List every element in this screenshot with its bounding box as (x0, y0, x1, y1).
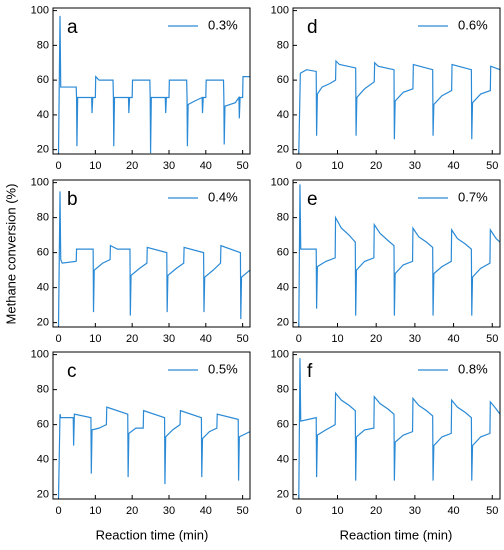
data-line (57, 406, 250, 499)
x-tick-label: 20 (126, 333, 138, 345)
x-tick-label: 0 (55, 505, 61, 517)
y-tick-label: 20 (37, 144, 49, 156)
x-tick-label: 50 (486, 505, 498, 517)
y-tick-label: 100 (271, 5, 289, 17)
y-tick-label: 80 (277, 384, 289, 396)
x-tick-label: 0 (296, 160, 302, 172)
y-tick-label: 100 (31, 5, 49, 17)
plot-frame (52, 351, 251, 500)
x-tick-label: 0 (296, 333, 302, 345)
x-tick-label: 30 (409, 160, 421, 172)
x-tick-label: 40 (447, 333, 459, 345)
data-line (298, 59, 500, 154)
data-line (298, 184, 500, 327)
legend-label: 0.5% (208, 361, 238, 376)
y-tick-label: 20 (37, 317, 49, 329)
y-tick-label: 100 (31, 177, 49, 189)
x-tick-label: 20 (126, 505, 138, 517)
x-tick-label: 20 (126, 160, 138, 172)
plot-frame (292, 179, 501, 328)
y-tick-label: 80 (37, 384, 49, 396)
panel-letter: d (307, 17, 318, 38)
x-tick-label: 20 (370, 505, 382, 517)
y-tick-label: 60 (277, 247, 289, 259)
y-tick-label: 40 (277, 454, 289, 466)
y-tick-label: 60 (277, 419, 289, 431)
x-tick-label: 30 (163, 333, 175, 345)
plot-frame (292, 7, 501, 155)
y-tick-label: 40 (37, 109, 49, 121)
x-tick-label: 30 (163, 505, 175, 517)
x-tick-label: 40 (447, 505, 459, 517)
x-tick-label: 20 (370, 160, 382, 172)
plot-frame (52, 179, 251, 328)
y-tick-label: 100 (271, 349, 289, 361)
plot-frame (52, 7, 251, 155)
x-tick-label: 0 (296, 505, 302, 517)
panel-letter: e (307, 189, 318, 210)
y-axis-label: Methane conversion (%) (3, 184, 18, 325)
legend-label: 0.8% (458, 361, 488, 376)
data-line (57, 15, 250, 154)
y-tick-label: 60 (37, 419, 49, 431)
y-tick-label: 60 (37, 247, 49, 259)
legend-label: 0.6% (458, 17, 488, 32)
y-tick-label: 20 (277, 317, 289, 329)
legend-label: 0.7% (458, 189, 488, 204)
x-axis-label: Reaction time (min) (340, 527, 453, 542)
x-tick-label: 40 (447, 160, 459, 172)
x-tick-label: 40 (200, 333, 212, 345)
x-tick-label: 30 (163, 160, 175, 172)
x-tick-label: 50 (237, 160, 249, 172)
y-tick-label: 40 (277, 282, 289, 294)
x-tick-label: 10 (89, 160, 101, 172)
x-tick-label: 40 (200, 160, 212, 172)
y-tick-label: 80 (37, 212, 49, 224)
x-tick-label: 10 (89, 505, 101, 517)
x-tick-label: 10 (331, 505, 343, 517)
x-tick-label: 10 (89, 333, 101, 345)
legend-label: 0.4% (208, 189, 238, 204)
panel-letter: c (67, 361, 77, 382)
legend-label: 0.3% (208, 17, 238, 32)
x-tick-label: 10 (331, 333, 343, 345)
plot-frame (292, 351, 501, 500)
panel-letter: b (67, 189, 78, 210)
data-line (57, 191, 250, 327)
data-line (298, 358, 500, 499)
y-tick-label: 20 (277, 144, 289, 156)
x-tick-label: 0 (55, 160, 61, 172)
panel-letter: a (67, 17, 78, 38)
x-tick-label: 50 (237, 505, 249, 517)
x-tick-label: 50 (237, 333, 249, 345)
y-tick-label: 80 (37, 39, 49, 51)
x-tick-label: 50 (486, 160, 498, 172)
x-tick-label: 10 (331, 160, 343, 172)
y-tick-label: 40 (37, 454, 49, 466)
x-tick-label: 20 (370, 333, 382, 345)
x-tick-label: 0 (55, 333, 61, 345)
panel-letter: f (307, 361, 313, 382)
y-tick-label: 40 (37, 282, 49, 294)
y-tick-label: 20 (37, 489, 49, 501)
y-tick-label: 80 (277, 212, 289, 224)
y-tick-label: 20 (277, 489, 289, 501)
x-tick-label: 40 (200, 505, 212, 517)
y-tick-label: 100 (271, 177, 289, 189)
y-tick-label: 60 (277, 74, 289, 86)
y-tick-label: 80 (277, 39, 289, 51)
x-tick-label: 50 (486, 333, 498, 345)
x-axis-label: Reaction time (min) (96, 527, 209, 542)
x-tick-label: 30 (409, 333, 421, 345)
y-tick-label: 40 (277, 109, 289, 121)
x-tick-label: 30 (409, 505, 421, 517)
y-tick-label: 100 (31, 349, 49, 361)
y-tick-label: 60 (37, 74, 49, 86)
